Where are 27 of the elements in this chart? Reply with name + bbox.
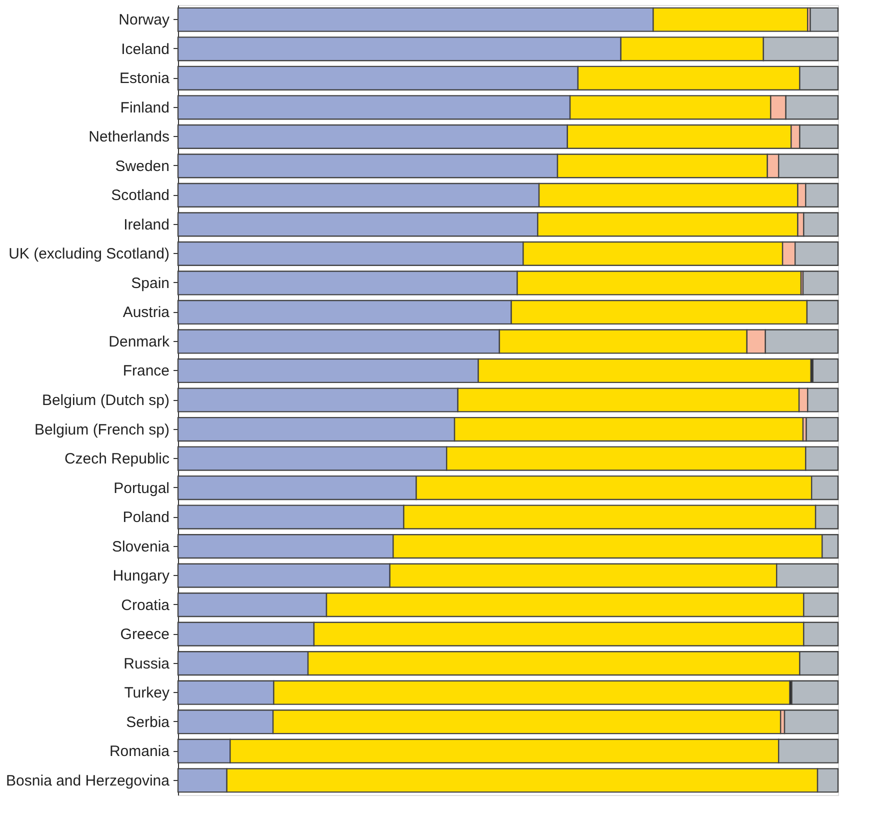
y-tick-label: Denmark bbox=[108, 333, 170, 350]
y-tick-label: Sweden bbox=[115, 158, 170, 175]
y-tick-label: Belgium (French sp) bbox=[34, 421, 170, 438]
y-tick-label: Belgium (Dutch sp) bbox=[42, 392, 170, 409]
y-tick-label: Norway bbox=[118, 12, 170, 29]
y-tick-label: France bbox=[122, 362, 170, 380]
y-tick-label: Czech Republic bbox=[64, 450, 170, 468]
y-tick-label: Croatia bbox=[121, 596, 170, 614]
y-tick-label: Poland bbox=[122, 509, 170, 526]
y-tick-label: Romania bbox=[109, 743, 170, 760]
y-tick-label: Russia bbox=[124, 655, 170, 672]
y-tick-label: Portugal bbox=[114, 480, 170, 497]
y-tick-label: Estonia bbox=[119, 70, 170, 88]
y-tick-label: Spain bbox=[131, 274, 170, 292]
y-tick-label: Netherlands bbox=[88, 128, 170, 146]
y-tick-label: Ireland bbox=[124, 216, 170, 234]
y-tick-label: Iceland bbox=[121, 40, 170, 58]
y-tick-label: Hungary bbox=[112, 568, 170, 585]
y-tick-label: Greece bbox=[120, 626, 170, 644]
y-tick-label: Finland bbox=[120, 99, 170, 116]
y-tick-label: Scotland bbox=[111, 187, 170, 204]
y-tick-label: Turkey bbox=[124, 684, 170, 702]
y-tick-label: Austria bbox=[122, 304, 170, 322]
y-tick-label: Serbia bbox=[126, 714, 170, 731]
y-tick-label: Bosnia and Herzegovina bbox=[6, 772, 170, 790]
y-tick-label: Slovenia bbox=[112, 538, 170, 556]
y-tick-label: UK (excluding Scotland) bbox=[8, 246, 170, 263]
